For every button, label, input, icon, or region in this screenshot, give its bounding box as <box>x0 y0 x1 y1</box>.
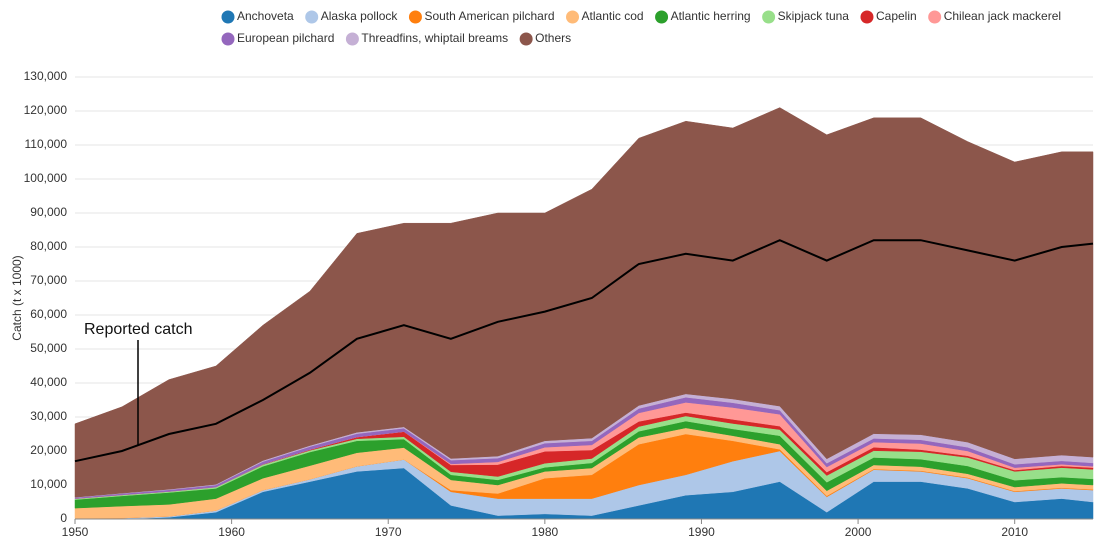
legend-item: Capelin <box>860 9 917 24</box>
legend-item: South American pilchard <box>408 9 555 24</box>
legend-swatch <box>519 32 533 46</box>
legend-label: Atlantic cod <box>582 9 644 23</box>
y-tick-label: 90,000 <box>30 205 67 219</box>
legend-label: Skipjack tuna <box>778 9 850 23</box>
legend-label: Others <box>535 31 571 45</box>
legend-swatch <box>762 10 776 24</box>
y-axis-label: Catch (t x 1000) <box>10 255 24 340</box>
y-tick-label: 40,000 <box>30 375 67 389</box>
y-tick-label: 10,000 <box>30 477 67 491</box>
legend-swatch <box>221 32 235 46</box>
x-tick-label: 2000 <box>845 525 872 539</box>
legend-swatch <box>566 10 580 24</box>
area <box>74 107 1094 498</box>
y-tick-label: 70,000 <box>30 273 67 287</box>
y-tick-label: 0 <box>60 511 67 525</box>
y-tick-label: 80,000 <box>30 239 67 253</box>
legend-swatch <box>860 10 874 24</box>
y-tick-label: 30,000 <box>30 409 67 423</box>
legend-swatch <box>408 10 422 24</box>
y-tick-label: 60,000 <box>30 307 67 321</box>
x-tick-label: 1980 <box>531 525 558 539</box>
legend-label: Atlantic herring <box>671 9 751 23</box>
y-tick-label: 120,000 <box>24 103 68 117</box>
y-tick-label: 110,000 <box>25 137 68 151</box>
y-tick-label: 50,000 <box>30 341 67 355</box>
legend-item: Threadfins, whiptail breams <box>345 31 508 46</box>
legend-label: Chilean jack mackerel <box>944 9 1061 23</box>
legend-label: Anchoveta <box>237 9 294 23</box>
x-tick-label: 1990 <box>688 525 715 539</box>
legend-item: European pilchard <box>221 31 334 46</box>
y-tick-label: 100,000 <box>24 171 68 185</box>
reported-line <box>74 239 1094 463</box>
legend-label: Alaska pollock <box>321 9 399 23</box>
x-tick-label: 1960 <box>218 525 245 539</box>
y-tick-label: 130,000 <box>24 69 68 83</box>
legend-item: Anchoveta <box>221 9 294 24</box>
legend-label: Capelin <box>876 9 917 23</box>
annotation: Reported catch <box>84 321 193 338</box>
legend-swatch <box>221 10 235 24</box>
x-tick-label: 1950 <box>62 525 89 539</box>
x-tick-label: 1970 <box>375 525 402 539</box>
legend-swatch <box>345 32 359 46</box>
legend-label: European pilchard <box>237 31 334 45</box>
legend-item: Atlantic herring <box>655 9 751 24</box>
legend-swatch <box>305 10 319 24</box>
legend-item: Skipjack tuna <box>762 9 850 24</box>
legend-label: South American pilchard <box>424 9 554 23</box>
x-tick-label: 2010 <box>1001 525 1028 539</box>
legend-item: Alaska pollock <box>305 9 399 24</box>
legend-item: Others <box>519 31 571 46</box>
legend-swatch <box>928 10 942 24</box>
legend-label: Threadfins, whiptail breams <box>361 31 508 45</box>
legend-item: Chilean jack mackerel <box>928 9 1061 24</box>
legend-swatch <box>655 10 669 24</box>
y-tick-label: 20,000 <box>30 443 67 457</box>
legend-item: Atlantic cod <box>566 9 644 24</box>
